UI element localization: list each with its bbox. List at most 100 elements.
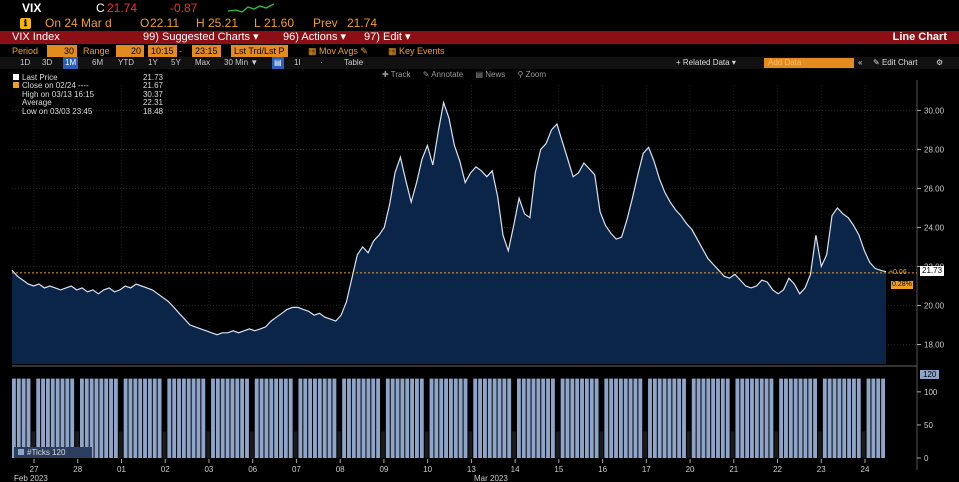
- volume-legend[interactable]: #Ticks 120: [14, 447, 92, 458]
- annotate-tool[interactable]: ✎ Annotate: [422, 70, 464, 79]
- legend-value: 30.37: [142, 89, 163, 99]
- volume-bar: [652, 378, 657, 458]
- interval-select[interactable]: 30 Min ▼: [224, 58, 259, 67]
- legend-marker: [13, 91, 19, 97]
- suggested-charts-menu[interactable]: 99) Suggested Charts ▾: [143, 31, 259, 43]
- track-label: Track: [390, 70, 411, 79]
- add-data-input[interactable]: [764, 58, 854, 68]
- tab-line[interactable]: 1I: [294, 58, 301, 67]
- y-tick-label: 28.00: [924, 145, 945, 154]
- volume-bar: [648, 378, 652, 458]
- volume-badge: 120: [920, 370, 940, 379]
- volume-bar: [618, 378, 623, 458]
- x-tick-label: 02: [161, 465, 170, 474]
- volume-bar: [327, 378, 332, 458]
- time-separator: -: [179, 46, 182, 56]
- x-tick-label: 07: [292, 465, 301, 474]
- volume-bar: [609, 378, 614, 458]
- volume-tick-label: 0: [924, 454, 929, 463]
- edit-chart-button[interactable]: ✎ Edit Chart: [873, 58, 918, 67]
- monitor-icon[interactable]: ℹ: [20, 18, 31, 29]
- volume-bar: [123, 378, 128, 458]
- volume-bar: [871, 378, 876, 458]
- volume-bar: [492, 378, 497, 458]
- x-tick-label: 22: [773, 465, 782, 474]
- settings-gear-icon[interactable]: ⚙: [936, 58, 944, 67]
- volume-bar: [682, 378, 686, 458]
- track-tool[interactable]: ✚ Track: [382, 70, 411, 79]
- tab-1m[interactable]: 1M: [63, 57, 79, 69]
- tab-1d[interactable]: 1D: [20, 58, 31, 67]
- pricing-mode-select[interactable]: Lst Trd/Lst P: [231, 45, 288, 57]
- legend-high[interactable]: High on 03/13 16:15 30.37: [13, 89, 163, 99]
- volume-bar: [599, 431, 604, 458]
- edit-menu[interactable]: 97) Edit ▾: [364, 31, 411, 43]
- x-tick-label: 10: [423, 465, 432, 474]
- collapse-icon[interactable]: «: [858, 58, 863, 67]
- volume-bar: [740, 378, 745, 458]
- volume-bar: [201, 378, 206, 458]
- volume-bar: [274, 378, 279, 458]
- related-data-label: + Related Data: [676, 58, 730, 67]
- volume-bar: [478, 378, 482, 458]
- last-value: 21.74: [107, 1, 138, 15]
- volume-bar: [337, 431, 342, 458]
- volume-bar: [371, 378, 376, 458]
- x-tick-label: 06: [248, 465, 257, 474]
- x-tick-label: 28: [73, 465, 82, 474]
- time-from-input[interactable]: 10:15: [148, 45, 177, 57]
- volume-bar: [847, 378, 852, 458]
- volume-swatch: [18, 449, 24, 455]
- volume-bar: [444, 378, 448, 458]
- chart-gridlines: [12, 80, 918, 470]
- legend-close[interactable]: Close on 02/24 ---- 21.67: [13, 81, 163, 90]
- prev-value: 21.74: [347, 16, 378, 30]
- legend-last-price[interactable]: Last Price 21.73: [13, 73, 163, 82]
- volume-bar: [541, 378, 546, 458]
- legend-average[interactable]: Average 22.31: [13, 98, 163, 107]
- volume-bar: [196, 378, 201, 458]
- open-value: 22.11: [150, 16, 180, 30]
- candle-icon[interactable]: ▤: [272, 57, 284, 69]
- legend-low[interactable]: Low on 03/03 23:45 18.48: [13, 107, 163, 116]
- volume-bar: [502, 378, 507, 458]
- x-tick-label: 01: [117, 465, 126, 474]
- more-icon[interactable]: ·: [320, 58, 323, 67]
- key-events-button[interactable]: ▦ Key Events: [388, 46, 445, 56]
- x-tick-label: 13: [467, 465, 476, 474]
- tab-3d[interactable]: 3D: [42, 58, 53, 67]
- volume-bar: [521, 378, 526, 458]
- volume-bar: [390, 378, 395, 458]
- volume-bar: [211, 378, 215, 458]
- time-to-input[interactable]: 23:15: [192, 45, 221, 57]
- mov-avgs-button[interactable]: ▦ Mov Avgs ✎: [308, 46, 368, 56]
- related-data-button[interactable]: + Related Data ▾: [676, 58, 736, 67]
- tab-table[interactable]: Table: [344, 58, 364, 67]
- tab-ytd[interactable]: YTD: [118, 58, 134, 67]
- volume-bar: [798, 378, 803, 458]
- volume-bar: [813, 378, 818, 458]
- volume-bar: [735, 378, 740, 458]
- volume-bar: [526, 378, 531, 458]
- tab-5y[interactable]: 5Y: [171, 58, 181, 67]
- zoom-tool[interactable]: ⚲ Zoom: [517, 70, 547, 79]
- period-input[interactable]: 30: [47, 45, 77, 57]
- x-tick-label: 24: [861, 465, 870, 474]
- security-name[interactable]: VIX Index: [12, 31, 60, 43]
- tab-1y[interactable]: 1Y: [148, 58, 158, 67]
- edit-chart-label: Edit Chart: [881, 58, 918, 67]
- tab-6m[interactable]: 6M: [92, 58, 104, 67]
- ticker-symbol: VIX: [22, 1, 42, 15]
- range-input[interactable]: 20: [116, 45, 144, 57]
- volume-bar: [181, 378, 186, 458]
- news-tool[interactable]: ▤ News: [475, 70, 506, 79]
- volume-bar: [686, 431, 691, 458]
- actions-menu[interactable]: 96) Actions ▾: [283, 31, 347, 43]
- volume-bar: [473, 378, 478, 458]
- volume-bar: [322, 378, 327, 458]
- y-tick-label: 18.00: [924, 340, 945, 349]
- tab-max[interactable]: Max: [195, 58, 211, 67]
- volume-bar: [458, 378, 463, 458]
- volume-bar: [191, 378, 196, 458]
- volume-bar: [220, 378, 225, 458]
